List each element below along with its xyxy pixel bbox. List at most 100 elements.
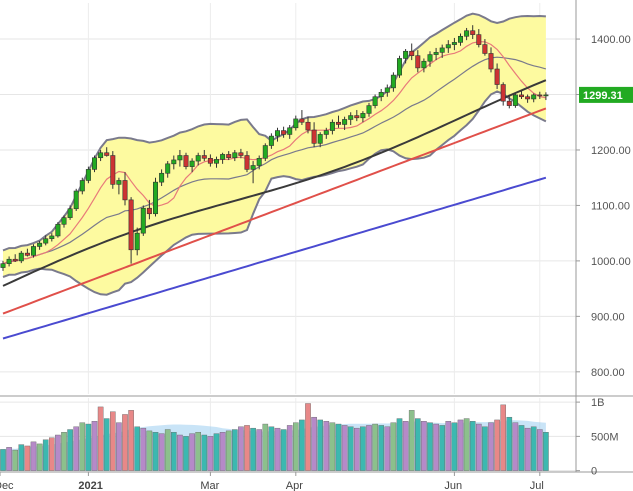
volume-bar	[451, 422, 458, 471]
candle	[250, 161, 256, 184]
volume-bar	[543, 432, 549, 471]
volume-bar	[55, 434, 61, 471]
last-price-marker: 1299.31	[579, 86, 633, 103]
volume-bar	[207, 436, 214, 471]
volume-bar	[299, 419, 305, 471]
volume-bar	[317, 419, 324, 471]
candle	[543, 92, 549, 101]
volume-bar	[189, 433, 195, 471]
candle-body	[183, 155, 189, 167]
candle	[342, 116, 348, 131]
candle-body	[55, 223, 61, 237]
candle-body	[427, 54, 433, 62]
volume-bar	[311, 416, 317, 471]
candle	[305, 116, 311, 134]
candle-body	[323, 130, 329, 135]
candle	[323, 127, 329, 139]
candle-body	[409, 50, 415, 56]
candle	[531, 93, 537, 103]
candle-body	[494, 68, 500, 85]
candle	[317, 132, 323, 148]
candle	[415, 50, 421, 73]
candle-body	[518, 94, 524, 98]
volume-bar	[164, 429, 171, 471]
volume-bar	[347, 426, 354, 471]
bollinger-bands	[2, 12, 547, 296]
volume-bar	[49, 437, 55, 471]
volume-bar	[415, 418, 421, 471]
candle-body	[433, 52, 439, 55]
x-tick-label: Jun	[444, 480, 462, 491]
candle-body	[366, 105, 372, 114]
bollinger-fill	[3, 13, 546, 295]
candle-body	[104, 152, 110, 156]
volume-bar	[390, 422, 397, 471]
candle-body	[268, 135, 274, 146]
candle-body	[360, 113, 366, 119]
candle	[329, 119, 335, 135]
candle	[92, 155, 98, 173]
candle	[366, 102, 372, 117]
price-tick-label: 900.00	[591, 311, 625, 323]
candle-body	[531, 94, 537, 100]
candle-body	[220, 154, 226, 160]
volume-tick-label: 0	[591, 466, 597, 478]
candle-body	[67, 208, 73, 218]
volume-bar	[360, 426, 366, 471]
volume-bar	[146, 430, 153, 471]
volume-bar	[329, 422, 336, 471]
candle-body	[287, 127, 293, 135]
candle	[146, 199, 152, 220]
candle-body	[439, 47, 445, 53]
candle-body	[354, 115, 360, 119]
candle-body	[110, 155, 116, 185]
candle	[98, 149, 104, 162]
volume-bar	[421, 421, 427, 471]
candle	[195, 152, 201, 166]
volume-bar	[427, 422, 433, 471]
volume-bar	[512, 422, 519, 471]
candle-body	[189, 160, 195, 167]
candle-body	[6, 258, 12, 264]
candle-body	[171, 159, 177, 165]
volume-bar	[30, 441, 37, 471]
volume-bar	[378, 425, 385, 471]
candle	[433, 47, 439, 61]
volume-bar	[262, 423, 269, 471]
x-tick-label: 2021	[78, 480, 102, 491]
volume-bar	[402, 421, 409, 471]
candle-body	[293, 118, 299, 129]
axes	[0, 0, 633, 473]
volume-bar	[506, 416, 513, 471]
x-tick-label: Jul	[530, 480, 544, 491]
candle	[128, 197, 134, 264]
volume-bar	[140, 427, 147, 471]
candle-body	[537, 94, 543, 97]
candle-body	[37, 242, 43, 247]
x-tick-label: Mar	[200, 480, 219, 491]
candle	[49, 233, 55, 242]
candle-body	[116, 180, 122, 185]
candle	[390, 72, 396, 92]
candle	[299, 110, 305, 126]
candle	[79, 177, 85, 195]
candle-body	[378, 91, 384, 98]
candle	[134, 227, 140, 256]
candle-body	[256, 157, 262, 166]
candle	[73, 188, 79, 211]
candle	[244, 151, 250, 173]
volume-bar	[469, 421, 476, 471]
volume-bar	[500, 404, 507, 471]
candle	[238, 148, 244, 159]
candle	[30, 244, 36, 258]
volume-bar	[524, 427, 531, 471]
candle-body	[311, 129, 317, 144]
candle	[207, 154, 213, 167]
candle	[268, 133, 274, 149]
volume-bar	[494, 419, 500, 471]
volume-bar	[91, 421, 98, 471]
candle-body	[159, 172, 165, 183]
last-price-box	[579, 86, 633, 103]
candle-body	[451, 42, 457, 45]
